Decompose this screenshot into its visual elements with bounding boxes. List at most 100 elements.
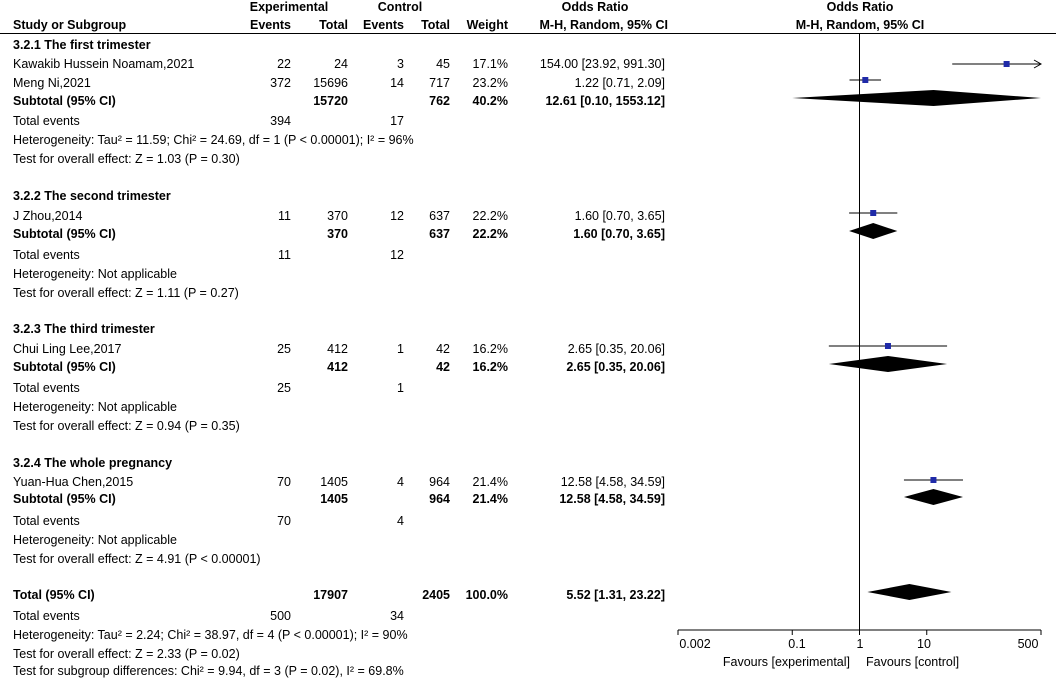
weight: 23.2%	[472, 76, 508, 90]
axis-tick-label: 10	[917, 637, 931, 651]
overall-effect-text: Test for overall effect: Z = 4.91 (P < 0…	[13, 552, 261, 566]
ctl-events-header: Events	[363, 18, 404, 32]
exp-total: 24	[334, 57, 348, 71]
total-events-exp: 25	[277, 381, 291, 395]
weight: 21.4%	[472, 475, 508, 489]
plot-title-header: Odds Ratio	[826, 0, 894, 14]
subtotal-exp-total: 1405	[320, 492, 348, 506]
total-events-label: Total events	[13, 381, 80, 395]
total-events-ctl: 12	[390, 248, 404, 262]
exp-total: 1405	[320, 475, 348, 489]
study-column-header: Study or Subgroup	[13, 18, 127, 32]
subtotal-ctl-total: 762	[429, 94, 450, 108]
header-rule	[0, 33, 1056, 34]
group-title: 3.2.3 The third trimester	[13, 322, 155, 336]
subtotal-label: Subtotal (95% CI)	[13, 227, 116, 241]
exp-events: 25	[277, 342, 291, 356]
heterogeneity-text: Heterogeneity: Tau² = 2.24; Chi² = 38.97…	[13, 628, 408, 642]
subtotal-diamond	[849, 223, 898, 239]
total-events-label: Total events	[13, 514, 80, 528]
weight-header: Weight	[466, 18, 508, 32]
favours-control-label: Favours [control]	[866, 655, 960, 669]
study-name: Kawakib Hussein Noamam,2021	[13, 57, 195, 71]
subtotal-ci: 1.60 [0.70, 3.65]	[573, 227, 665, 241]
heterogeneity-text: Heterogeneity: Not applicable	[13, 533, 177, 547]
axis-tick-label: 1	[856, 637, 864, 651]
odds-ratio-ci: 12.58 [4.58, 34.59]	[560, 475, 665, 489]
subtotal-exp-total: 412	[327, 360, 348, 374]
experimental-header: Experimental	[249, 0, 329, 14]
subtotal-weight: 21.4%	[472, 492, 508, 506]
subtotal-ctl-total: 637	[429, 227, 450, 241]
ctl-total: 964	[429, 475, 450, 489]
axis-tick-label: 0.002	[679, 637, 711, 651]
group-title: 3.2.2 The second trimester	[13, 189, 171, 203]
odds-ratio-ci: 154.00 [23.92, 991.30]	[539, 57, 665, 71]
axis-tick-label: 0.1	[788, 637, 806, 651]
subtotal-diamond	[828, 356, 948, 372]
study-point-estimate	[870, 210, 877, 216]
heterogeneity-text: Heterogeneity: Not applicable	[13, 267, 177, 281]
heterogeneity-text: Heterogeneity: Not applicable	[13, 400, 177, 414]
odds-ratio-ci: 1.22 [0.71, 2.09]	[574, 76, 665, 90]
axis-tick-label: 500	[1017, 637, 1039, 651]
ci-overflow-arrow	[1033, 59, 1043, 69]
total-events-exp: 11	[278, 248, 291, 262]
weight: 16.2%	[472, 342, 508, 356]
total-events-ctl: 4	[397, 514, 404, 528]
ctl-total-header: Total	[421, 18, 450, 32]
subtotal-weight: 16.2%	[472, 360, 508, 374]
odds-ratio-ci: 2.65 [0.35, 20.06]	[567, 342, 665, 356]
exp-events: 22	[277, 57, 291, 71]
ctl-total: 42	[436, 342, 450, 356]
ctl-events: 14	[390, 76, 404, 90]
subtotal-exp-total: 370	[327, 227, 348, 241]
odds-ratio-ci: 1.60 [0.70, 3.65]	[574, 209, 665, 223]
subtotal-exp-total: 15720	[313, 94, 348, 108]
ctl-events: 1	[397, 342, 404, 356]
study-name: Yuan-Hua Chen,2015	[13, 475, 134, 489]
study-name: J Zhou,2014	[13, 209, 83, 223]
exp-events: 70	[277, 475, 291, 489]
overall-label: Total (95% CI)	[13, 588, 95, 602]
overall-effect-text: Test for overall effect: Z = 0.94 (P = 0…	[13, 419, 240, 433]
subtotal-label: Subtotal (95% CI)	[13, 492, 116, 506]
subtotal-ctl-total: 42	[436, 360, 450, 374]
total-events-label: Total events	[13, 609, 80, 623]
exp-total: 15696	[313, 76, 348, 90]
study-point-estimate	[930, 477, 937, 483]
ctl-events: 3	[397, 57, 404, 71]
group-title: 3.2.4 The whole pregnancy	[13, 456, 173, 470]
total-events-label: Total events	[13, 114, 80, 128]
overall-ci: 5.52 [1.31, 23.22]	[566, 588, 665, 602]
subtotal-label: Subtotal (95% CI)	[13, 360, 116, 374]
odds-ratio-header: Odds Ratio	[561, 0, 629, 14]
subgroup-differences-text: Test for subgroup differences: Chi² = 9.…	[13, 664, 404, 678]
total-events-ctl: 17	[390, 114, 404, 128]
exp-events: 11	[278, 209, 291, 223]
total-events-exp: 394	[270, 114, 291, 128]
subtotal-diamond	[903, 489, 963, 505]
study-point-estimate	[884, 343, 891, 349]
subtotal-weight: 40.2%	[472, 94, 508, 108]
total-events-exp: 500	[270, 609, 291, 623]
subtotal-ctl-total: 964	[429, 492, 450, 506]
subtotal-diamond	[792, 90, 1041, 106]
total-events-ctl: 1	[397, 381, 404, 395]
overall-effect-text: Test for overall effect: Z = 1.03 (P = 0…	[13, 152, 240, 166]
weight: 22.2%	[472, 209, 508, 223]
subtotal-ci: 12.61 [0.10, 1553.12]	[545, 94, 665, 108]
subtotal-ci: 2.65 [0.35, 20.06]	[566, 360, 665, 374]
overall-effect-text: Test for overall effect: Z = 2.33 (P = 0…	[13, 647, 240, 661]
subtotal-label: Subtotal (95% CI)	[13, 94, 116, 108]
overall-effect-text: Test for overall effect: Z = 1.11 (P = 0…	[13, 286, 239, 300]
overall-diamond	[867, 584, 952, 600]
plot-method-header: M-H, Random, 95% CI	[795, 18, 925, 32]
overall-ctl-total: 2405	[422, 588, 450, 602]
study-name: Meng Ni,2021	[13, 76, 91, 90]
overall-exp-total: 17907	[313, 588, 348, 602]
ctl-total: 717	[429, 76, 450, 90]
exp-total: 370	[327, 209, 348, 223]
